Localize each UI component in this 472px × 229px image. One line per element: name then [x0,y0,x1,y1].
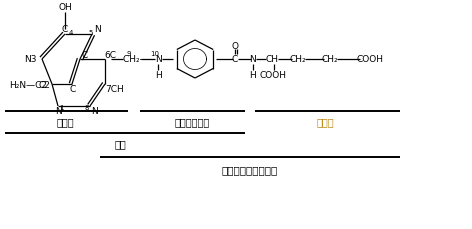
Text: —CH₂—: —CH₂— [115,55,149,64]
Text: N: N [155,55,161,64]
Text: CH₂: CH₂ [290,55,306,64]
Text: OH: OH [58,3,72,11]
Text: 10: 10 [151,51,160,57]
Text: N: N [94,25,101,34]
Text: CH₂: CH₂ [322,55,338,64]
Text: H₂N—C2: H₂N—C2 [9,80,47,89]
Text: 7CH: 7CH [105,85,124,94]
Text: COOH: COOH [260,70,287,79]
Text: COOH: COOH [356,55,383,64]
Text: 对氨基苯甲酸: 对氨基苯甲酸 [174,117,210,126]
Text: C: C [62,25,68,34]
Text: 蝶酰谷氨酸（叶酸）: 蝶酰谷氨酸（叶酸） [222,164,278,174]
Text: 谷氨酸: 谷氨酸 [316,117,334,126]
Text: C: C [232,55,238,64]
Text: C2: C2 [38,80,50,89]
Text: H: H [250,70,256,79]
Text: N3: N3 [25,55,37,64]
Text: N: N [250,55,256,64]
Text: 5: 5 [89,30,93,36]
Text: 1: 1 [59,105,64,111]
Text: N: N [91,107,98,116]
Text: H: H [155,70,161,79]
Text: 8: 8 [84,105,89,111]
Text: 4: 4 [68,30,73,36]
Text: 9: 9 [127,51,131,57]
Text: CH: CH [265,55,278,64]
Text: C: C [70,85,76,94]
Text: 蝶酸: 蝶酸 [114,138,126,148]
Text: 6C: 6C [104,51,116,60]
Text: 蝶啶核: 蝶啶核 [56,117,74,126]
Text: C: C [81,51,87,60]
Text: O: O [231,41,238,50]
Text: N: N [55,107,61,116]
